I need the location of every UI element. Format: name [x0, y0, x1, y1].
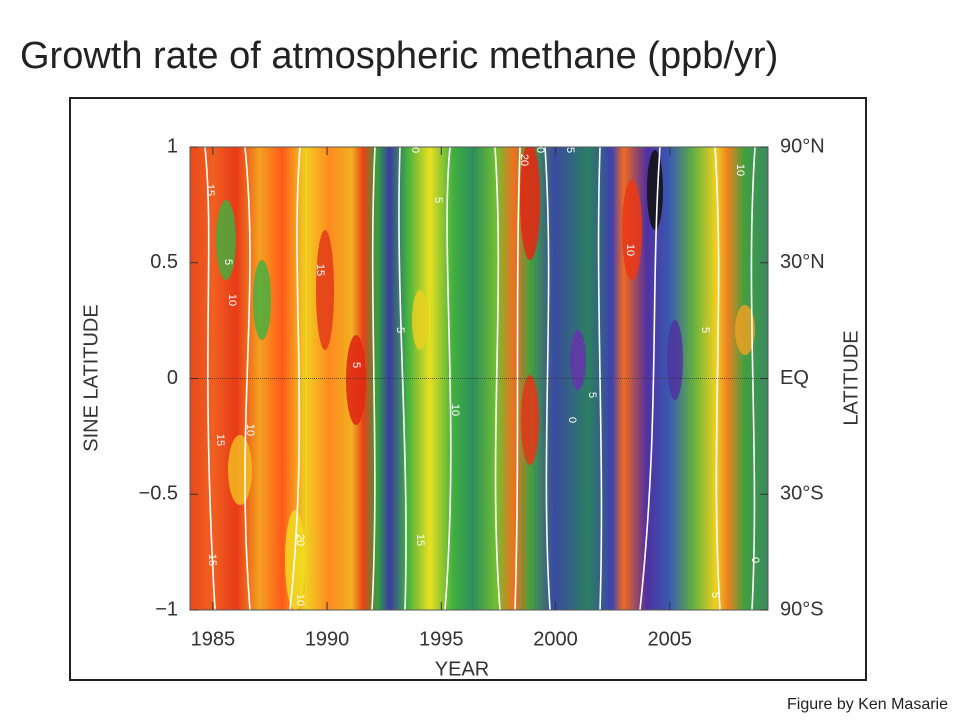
blob: [735, 305, 755, 355]
field: [190, 147, 768, 610]
contour-label: 15: [414, 534, 426, 546]
blob: [253, 260, 271, 340]
contour-label: 10: [449, 404, 461, 416]
contour-label: 5: [394, 327, 406, 333]
contour-label: 10: [734, 164, 746, 176]
contour-label: 10: [294, 594, 306, 606]
contour-label: 5: [350, 362, 362, 368]
contour-label: 5: [699, 327, 711, 333]
y-axis-label: SINE LATITUDE: [80, 304, 102, 451]
y2-tick-label: EQ: [780, 367, 809, 389]
contour-label: 0: [534, 147, 546, 153]
y-tick-label: −0.5: [139, 483, 178, 505]
credit: Figure by Ken Masarie: [787, 696, 948, 713]
contour-label: 0: [566, 417, 578, 423]
contour-label: 5: [432, 197, 444, 203]
x-tick-label: 2000: [533, 628, 578, 650]
blob: [570, 330, 586, 390]
contour-label: 15: [314, 264, 326, 276]
y2-tick-label: 90°N: [780, 135, 825, 157]
blob: [216, 200, 236, 280]
y-tick-label: 0: [167, 367, 178, 389]
contour-label: 20: [294, 534, 306, 546]
contour-label: 15: [204, 184, 216, 196]
contour-label: 10: [244, 424, 256, 436]
blob: [316, 230, 334, 350]
contour-label: 5: [222, 259, 234, 265]
y-tick-label: 0.5: [150, 251, 178, 273]
y2-tick-label: 30°S: [780, 483, 824, 505]
contour-lines: [204, 147, 756, 610]
blob: [520, 147, 540, 260]
blob: [521, 375, 539, 465]
contour-label: 5: [564, 147, 576, 153]
contour-label: 10: [624, 244, 636, 256]
x-tick-label: 1990: [305, 628, 350, 650]
blob: [622, 180, 642, 280]
contour-label: 5: [586, 392, 598, 398]
blob: [647, 150, 663, 230]
y-tick-label: −1: [155, 598, 178, 620]
contour-label: 15: [214, 434, 226, 446]
blob: [667, 320, 683, 400]
y2-tick-label: 30°N: [780, 251, 825, 273]
blob: [346, 335, 366, 425]
x-axis-label: YEAR: [435, 658, 489, 680]
contour-label: 0: [409, 147, 421, 153]
contour-label: 10: [226, 294, 238, 306]
blob: [412, 290, 428, 350]
contour-label: 5: [709, 592, 721, 598]
blob: [228, 435, 252, 505]
title: Growth rate of atmospheric methane (ppb/…: [20, 35, 778, 77]
y2-tick-label: 90°S: [780, 598, 824, 620]
x-tick-label: 2005: [648, 628, 693, 650]
y-tick-label: 1: [167, 135, 178, 157]
x-tick-label: 1985: [191, 628, 236, 650]
y2-axis-label: LATITUDE: [840, 330, 862, 425]
x-tick-label: 1995: [419, 628, 464, 650]
contour-label: 0: [749, 557, 761, 563]
contour-label: 20: [518, 154, 530, 166]
contour-label: 15: [206, 554, 218, 566]
